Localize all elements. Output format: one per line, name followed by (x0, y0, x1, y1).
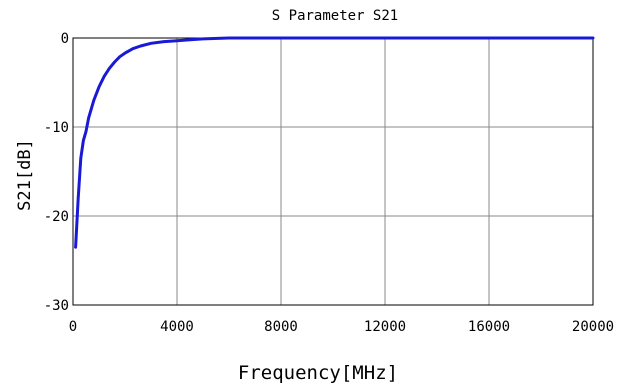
chart-title: S Parameter S21 (272, 8, 398, 24)
x-axis-ticks: 0 4000 8000 12000 16000 20000 (69, 319, 614, 335)
grid-lines (73, 38, 593, 305)
x-axis-label: Frequency[MHz] (238, 362, 398, 384)
x-tick-label: 16000 (468, 319, 510, 335)
x-tick-label: 20000 (572, 319, 614, 335)
s21-series-line (74, 36, 595, 249)
y-axis-ticks: 0 -10 -20 -30 (44, 31, 69, 314)
y-tick-label: -10 (44, 120, 69, 136)
y-tick-label: 0 (61, 31, 69, 47)
x-tick-label: 8000 (264, 319, 298, 335)
x-tick-label: 0 (69, 319, 77, 335)
x-tick-label: 12000 (364, 319, 406, 335)
y-axis-label: S21[dB] (15, 139, 35, 211)
y-tick-label: -20 (44, 209, 69, 225)
x-tick-label: 4000 (160, 319, 194, 335)
plot-area-frame (72, 37, 594, 306)
y-tick-label: -30 (44, 298, 69, 314)
